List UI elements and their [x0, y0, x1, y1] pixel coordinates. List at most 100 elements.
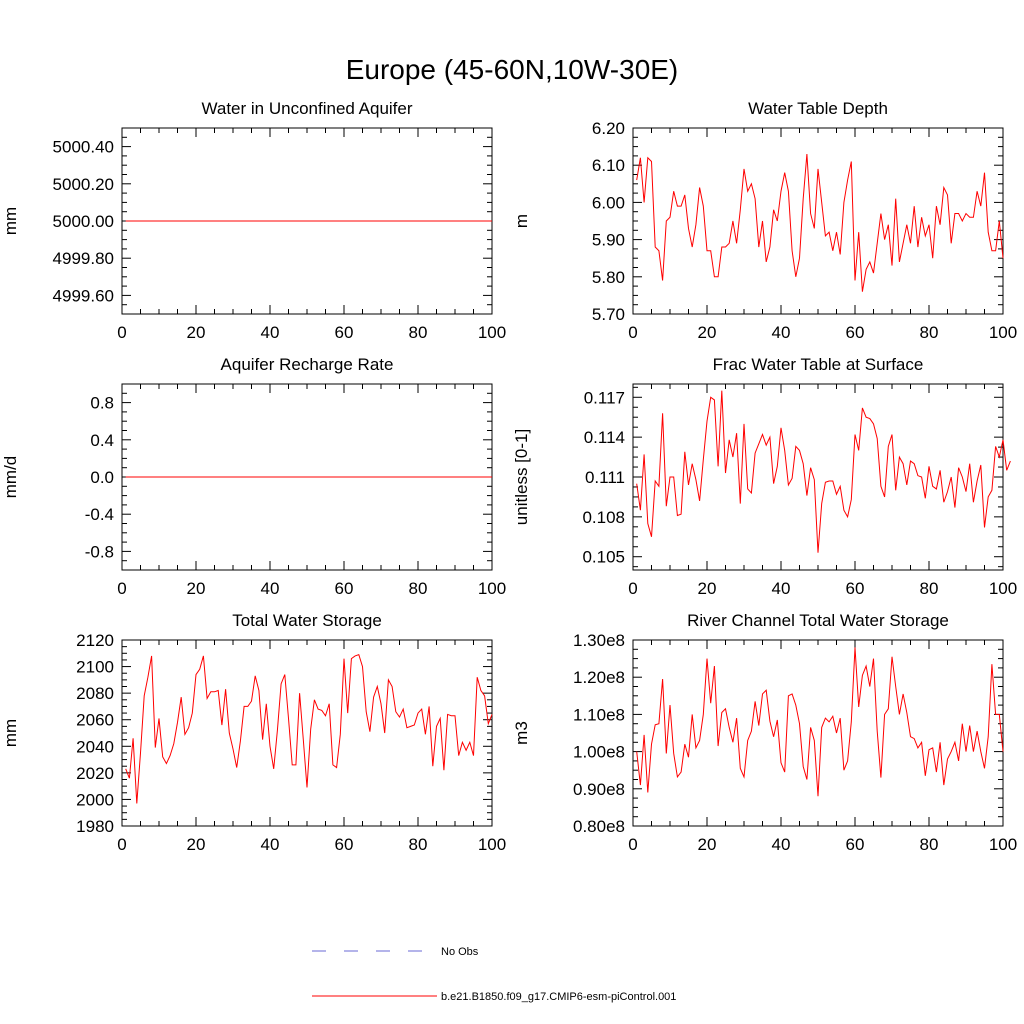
x-tick-label: 20 [698, 323, 717, 342]
x-tick-label: 100 [989, 835, 1017, 854]
y-tick-label: 0.114 [584, 428, 625, 447]
y-tick-label: 5000.40 [53, 138, 114, 157]
x-tick-label: 40 [261, 323, 280, 342]
y-tick-label: 6.10 [592, 156, 625, 175]
y-tick-label: -0.4 [85, 505, 114, 524]
y-tick-label: 0.105 [582, 548, 625, 567]
x-tick-label: 20 [187, 835, 206, 854]
chart-panel-3: Aquifer Recharge Rate mm/d 0 20 40 60 80 100 -0.… [1, 355, 506, 598]
y-tick-label: 2020 [76, 764, 114, 783]
y-tick-label: 2120 [76, 631, 114, 650]
figure-title: Europe (45-60N,10W-30E) [346, 54, 679, 85]
legend-no-obs-label: No Obs [441, 946, 479, 958]
chart-panel-1: Water in Unconfined Aquifer mm 0 20 40 60 80 10… [1, 99, 506, 342]
legend-model-label: b.e21.B1850.f09_g17.CMIP6-esm-piControl.… [441, 991, 676, 1003]
y-tick-label: 5.90 [592, 231, 625, 250]
y-tick-label: 2100 [76, 658, 114, 677]
y-tick-label: 2060 [76, 711, 114, 730]
legend: No Obs b.e21.B1850.f09_g17.CMIP6-esm-piC… [312, 946, 676, 1003]
y-tick-label: 0.108 [582, 508, 625, 527]
panel-title: Aquifer Recharge Rate [221, 355, 394, 374]
y-tick-label: -0.8 [85, 542, 114, 561]
panel-title: River Channel Total Water Storage [687, 611, 949, 630]
y-tick-label: 0.4 [90, 431, 114, 450]
x-tick-label: 20 [187, 323, 206, 342]
x-tick-label: 0 [117, 323, 126, 342]
panel-title: Frac Water Table at Surface [713, 355, 924, 374]
chart-panel-6: River Channel Total Water Storage m3 0 20 40… [512, 611, 1017, 854]
panel-title: Water in Unconfined Aquifer [201, 99, 412, 118]
y-tick-label: 0.90e8 [573, 780, 625, 799]
x-tick-label: 80 [920, 835, 939, 854]
y-tick-label: 0.111 [585, 468, 625, 487]
x-tick-label: 100 [478, 835, 506, 854]
x-tick-label: 40 [261, 835, 280, 854]
x-tick-label: 60 [846, 835, 865, 854]
y-tick-label: 2040 [76, 737, 114, 756]
y-tick-label: 2080 [76, 684, 114, 703]
plot-frame [632, 639, 1004, 827]
y-tick-label: 0.8 [90, 394, 114, 413]
y-tick-label: 6.20 [592, 119, 625, 138]
x-tick-label: 60 [846, 579, 865, 598]
y-tick-label: 5000.20 [53, 175, 114, 194]
x-tick-label: 80 [920, 323, 939, 342]
x-tick-label: 100 [989, 323, 1017, 342]
chart-panel-2: Water Table Depth m 0 20 40 60 80 100 5.70 5.80 5.… [512, 99, 1017, 342]
x-tick-label: 100 [478, 323, 506, 342]
y-tick-label: 1.00e8 [573, 743, 625, 762]
y-axis-label: mm [1, 719, 20, 747]
x-tick-label: 40 [261, 579, 280, 598]
y-axis-label: mm [1, 207, 20, 235]
series-line-1 [636, 390, 1011, 553]
y-tick-label: 1980 [76, 817, 114, 836]
x-tick-label: 100 [989, 579, 1017, 598]
plot-frame [121, 639, 493, 827]
plot-frame [632, 127, 1004, 315]
x-tick-label: 20 [698, 579, 717, 598]
panel-title: Water Table Depth [748, 99, 888, 118]
y-axis-label: mm/d [1, 456, 20, 499]
x-tick-label: 80 [920, 579, 939, 598]
y-tick-label: 0.0 [90, 468, 114, 487]
x-tick-label: 60 [335, 323, 354, 342]
x-tick-label: 100 [478, 579, 506, 598]
y-tick-label: 0.80e8 [573, 817, 625, 836]
x-tick-label: 0 [117, 579, 126, 598]
x-tick-label: 0 [117, 835, 126, 854]
y-tick-label: 5.80 [592, 268, 625, 287]
x-tick-label: 0 [628, 835, 637, 854]
chart-panel-4: Frac Water Table at Surface unitless [0-1… [512, 355, 1017, 598]
x-tick-label: 40 [772, 323, 791, 342]
y-axis-label: unitless [0-1] [512, 429, 531, 525]
series-line-1 [125, 653, 493, 804]
x-tick-label: 80 [409, 579, 428, 598]
y-tick-label: 1.20e8 [573, 668, 625, 687]
y-tick-label: 4999.60 [53, 286, 114, 305]
y-axis-label: m [512, 214, 531, 228]
x-tick-label: 60 [335, 579, 354, 598]
x-tick-label: 40 [772, 835, 791, 854]
x-tick-label: 40 [772, 579, 791, 598]
x-tick-label: 60 [846, 323, 865, 342]
x-tick-label: 60 [335, 835, 354, 854]
y-tick-label: 2000 [76, 790, 114, 809]
y-tick-label: 6.00 [592, 193, 625, 212]
y-tick-label: 5.70 [592, 305, 625, 324]
y-tick-label: 1.10e8 [573, 705, 625, 724]
series-line-1 [636, 647, 1004, 797]
x-tick-label: 80 [409, 323, 428, 342]
x-tick-label: 0 [628, 579, 637, 598]
series-line-1 [636, 153, 1004, 292]
x-tick-label: 80 [409, 835, 428, 854]
y-tick-label: 5000.00 [53, 212, 114, 231]
y-tick-label: 1.30e8 [573, 631, 625, 650]
y-tick-label: 4999.80 [53, 249, 114, 268]
y-tick-label: 0.117 [584, 388, 625, 407]
x-tick-label: 20 [698, 835, 717, 854]
x-tick-label: 0 [628, 323, 637, 342]
y-axis-label: m3 [512, 721, 531, 745]
